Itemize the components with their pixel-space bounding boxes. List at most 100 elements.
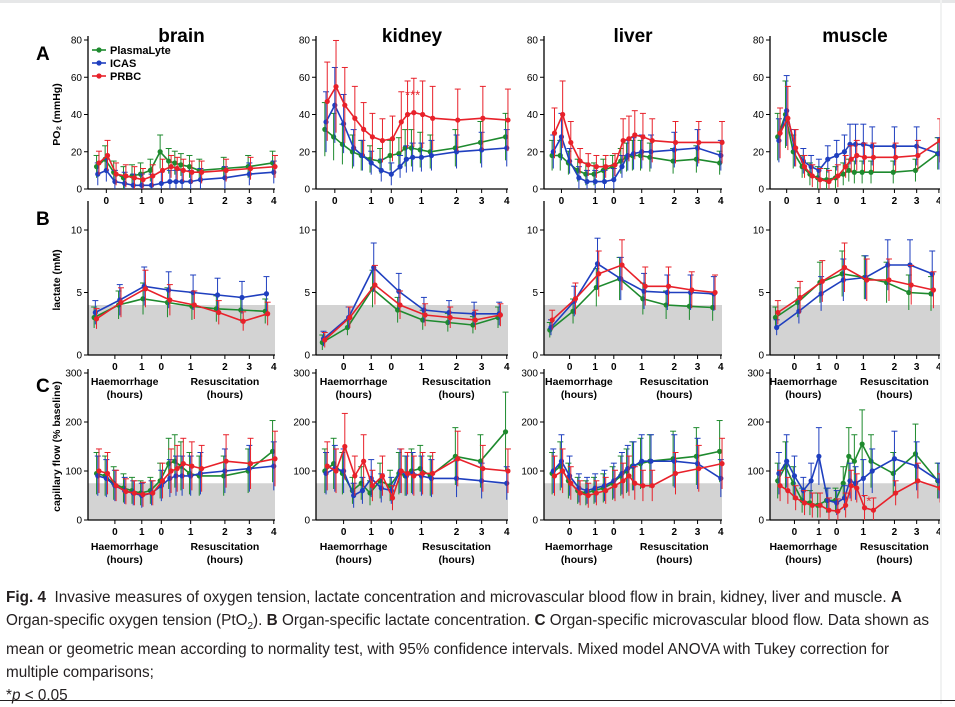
caption-p-star: * (6, 687, 12, 705)
x-tick-label: 0 (159, 196, 165, 207)
data-point (398, 119, 404, 125)
data-point (891, 456, 898, 462)
reference-band (88, 483, 275, 520)
data-point (359, 152, 366, 159)
data-point (859, 169, 865, 175)
data-point (868, 458, 874, 464)
data-point (603, 488, 609, 494)
x-tick-label: 1 (861, 527, 867, 538)
resuscitation-unit: (hours) (876, 389, 912, 401)
data-point (123, 173, 129, 179)
data-point (592, 178, 598, 185)
data-point (551, 473, 558, 479)
x-tick-label: 0 (389, 196, 395, 207)
y-tick-label: 100 (747, 467, 764, 478)
data-point (388, 171, 394, 177)
haemorrhage-label: Haemorrhage (769, 541, 837, 553)
significance-stars: *** (405, 88, 420, 103)
data-point (333, 83, 339, 90)
data-point (358, 480, 364, 486)
data-point (95, 473, 101, 479)
data-point (801, 164, 808, 170)
data-point (341, 468, 347, 474)
x-tick-label: 4 (936, 196, 940, 207)
data-point (180, 167, 186, 173)
x-tick-label: 1 (816, 196, 822, 207)
data-point (173, 473, 179, 479)
data-point (411, 110, 417, 116)
data-point (167, 475, 173, 481)
y-tick-label: 0 (304, 185, 310, 196)
data-point (840, 480, 846, 486)
data-point (445, 319, 451, 326)
data-point (239, 294, 245, 301)
data-point (696, 139, 702, 146)
caption-a-text-1: Organ-specific oxygen tension (PtO (6, 612, 248, 629)
legend-swatch-dot (96, 47, 102, 53)
data-point (379, 473, 386, 479)
x-tick-label: 3 (695, 362, 701, 373)
series-prbc (95, 139, 278, 189)
data-point (819, 278, 825, 284)
caption-a-label: A (890, 589, 902, 606)
haemorrhage-unit: (hours) (785, 389, 821, 401)
reference-band (316, 483, 508, 520)
data-point (140, 296, 146, 302)
data-point (593, 490, 599, 496)
data-point (222, 175, 228, 181)
data-point (324, 463, 330, 469)
data-point (861, 154, 868, 160)
data-point (694, 145, 701, 151)
data-point (131, 175, 138, 181)
data-point (592, 485, 598, 491)
x-tick-label: 0 (341, 362, 347, 373)
data-point (639, 458, 645, 464)
panel-a-liver: 0 20 40 60 80 0 1 0 1 2 3 4 (527, 36, 726, 207)
haemorrhage-unit: (hours) (336, 389, 372, 401)
data-point (632, 132, 638, 138)
resuscitation-label: Resuscitation (422, 541, 491, 553)
data-point (322, 126, 328, 132)
x-tick-label: 1 (419, 362, 425, 373)
series-line (552, 459, 722, 492)
data-point (557, 152, 563, 159)
data-point (352, 473, 358, 479)
x-tick-label: 1 (592, 527, 598, 538)
data-point (418, 154, 425, 160)
data-point (470, 322, 476, 328)
y-tick-label: 100 (65, 467, 82, 478)
data-point (568, 139, 574, 146)
data-point (167, 297, 173, 303)
data-point (342, 102, 348, 108)
resuscitation-unit: (hours) (207, 554, 243, 566)
data-point (936, 151, 940, 157)
y-tick-label: 5 (758, 288, 764, 299)
data-point (505, 117, 511, 123)
caption-p-var: p (11, 687, 21, 705)
bottom-rule (0, 700, 955, 701)
data-point (648, 149, 654, 155)
data-point (247, 461, 254, 467)
data-point (471, 311, 477, 317)
y-tick-label: 0 (76, 351, 82, 362)
y-tick-label: 80 (71, 36, 83, 47)
data-point (361, 458, 367, 464)
data-point (594, 261, 601, 267)
data-point (351, 492, 357, 499)
series-line (96, 287, 268, 323)
data-point (630, 463, 637, 469)
data-point (625, 152, 631, 159)
data-point (826, 507, 832, 513)
data-point (817, 502, 823, 508)
series-prbc (551, 80, 726, 178)
x-tick-label: 1 (139, 196, 145, 207)
data-point (166, 158, 172, 164)
haemorrhage-unit: (hours) (561, 554, 597, 566)
data-point (649, 483, 655, 489)
x-tick-label: 0 (559, 196, 565, 207)
series-prbc (324, 412, 511, 511)
data-point (772, 314, 779, 321)
data-point (626, 473, 632, 479)
